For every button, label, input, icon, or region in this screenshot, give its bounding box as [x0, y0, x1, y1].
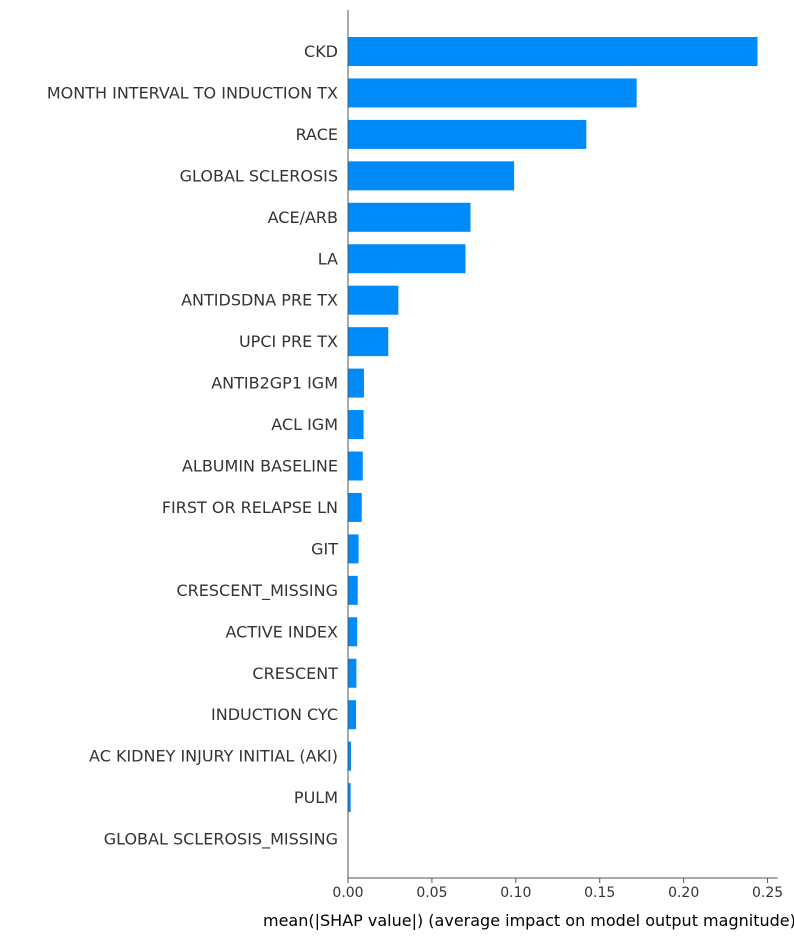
category-label: LA	[318, 249, 338, 268]
bar-git	[348, 534, 359, 564]
bar-first-or-relapse-ln	[348, 492, 362, 522]
x-tick-label: 0.15	[584, 885, 615, 901]
bar-pulm	[348, 783, 351, 813]
x-tick-label: 0.00	[332, 885, 363, 901]
bar-ace-arb	[348, 202, 471, 232]
category-label: PULM	[294, 788, 338, 807]
bar-ac-kidney-injury-initial-aki	[348, 741, 352, 771]
bar-month-interval-to-induction-tx	[348, 78, 637, 108]
category-labels-group: CKD MONTH INTERVAL TO INDUCTION TX RACE GLO…	[47, 42, 338, 850]
bar-active-index	[348, 617, 358, 647]
x-tick-label: 0.20	[668, 885, 699, 901]
category-label: CRESCENT	[252, 664, 338, 683]
bar-race	[348, 119, 587, 149]
category-label: ACTIVE INDEX	[225, 622, 338, 641]
category-label: GLOBAL SCLEROSIS	[180, 166, 338, 185]
category-label: ACE/ARB	[268, 208, 338, 227]
bar-ckd	[348, 37, 758, 66]
category-label: ALBUMIN BASELINE	[182, 457, 338, 476]
x-ticks-group: 0.00 0.05 0.10 0.15 0.20 0.25	[332, 878, 783, 901]
bar-crescent	[348, 658, 357, 688]
category-label: GLOBAL SCLEROSIS_MISSING	[104, 830, 338, 850]
category-label: CKD	[304, 42, 338, 61]
bar-la	[348, 244, 466, 274]
category-label: CRESCENT_MISSING	[177, 581, 339, 601]
category-label: UPCI PRE TX	[239, 332, 338, 351]
bar-induction-cyc	[348, 700, 357, 730]
bar-global-sclerosis	[348, 161, 515, 191]
bar-antidsdna-pre-tx	[348, 285, 399, 315]
x-tick-label: 0.05	[416, 885, 447, 901]
category-label: AC KIDNEY INJURY INITIAL (AKI)	[89, 747, 338, 766]
bar-albumin-baseline	[348, 451, 363, 481]
category-label: GIT	[311, 539, 338, 558]
category-label: INDUCTION CYC	[211, 705, 338, 724]
bar-acl-igm	[348, 410, 364, 440]
category-label: MONTH INTERVAL TO INDUCTION TX	[47, 83, 338, 102]
category-label: ACL IGM	[271, 415, 338, 434]
bar-upci-pre-tx	[348, 327, 389, 357]
x-tick-label: 0.25	[752, 885, 783, 901]
bar-antib2gp1-igm	[348, 368, 364, 398]
category-label: ANTIB2GP1 IGM	[211, 374, 338, 393]
x-tick-label: 0.10	[500, 885, 531, 901]
bar-crescent-missing	[348, 575, 358, 605]
x-axis-title: mean(|SHAP value|) (average impact on mo…	[263, 911, 794, 930]
category-label: RACE	[296, 125, 338, 144]
category-label: ANTIDSDNA PRE TX	[181, 291, 338, 310]
bars-group	[348, 37, 758, 813]
category-label: FIRST OR RELAPSE LN	[162, 498, 338, 517]
